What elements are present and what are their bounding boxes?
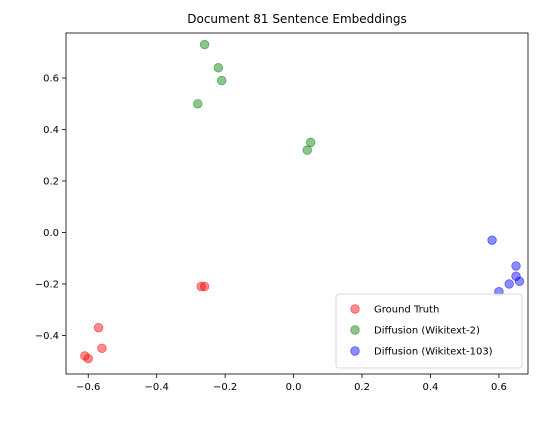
point-series-0-2 <box>93 322 104 333</box>
point-series-0-4 <box>196 281 206 292</box>
x-tick-label: −0.2 <box>213 382 237 393</box>
y-tick-label: −0.4 <box>35 331 59 342</box>
chart-title: Document 81 Sentence Embeddings <box>187 12 406 26</box>
legend-label-0: Ground Truth <box>374 305 439 316</box>
x-tick-label: 0.0 <box>286 382 302 393</box>
point-series-1-3 <box>193 99 203 109</box>
legend-marker-1 <box>350 325 360 335</box>
x-tick-label: 0.2 <box>354 382 370 393</box>
y-tick-label: 0.4 <box>43 125 59 136</box>
legend-label-1: Diffusion (Wikitext-2) <box>374 326 480 337</box>
plot-area-frame <box>65 32 529 375</box>
point-series-0-1 <box>83 353 93 364</box>
point-series-2-4 <box>504 279 514 289</box>
point-series-2-2 <box>511 271 521 281</box>
y-tick-label: −0.2 <box>35 279 59 290</box>
x-tick-label: 0.6 <box>491 382 507 393</box>
x-tick-label: −0.4 <box>145 382 169 393</box>
point-series-1-0 <box>199 39 210 50</box>
point-series-0-5 <box>199 281 210 292</box>
x-tick-label: −0.6 <box>76 382 100 393</box>
point-series-1-4 <box>305 137 316 148</box>
point-series-1-5 <box>302 145 312 155</box>
point-series-1-1 <box>213 63 223 73</box>
legend-label-2: Diffusion (Wikitext-103) <box>374 347 493 358</box>
legend-box <box>335 293 523 369</box>
point-series-2-3 <box>514 276 525 287</box>
y-tick-label: 0.6 <box>43 74 59 85</box>
point-series-0-3 <box>97 343 107 353</box>
y-tick-label: 0.0 <box>43 228 59 239</box>
point-series-2-0 <box>487 235 497 245</box>
y-tick-label: 0.2 <box>43 176 59 187</box>
legend-marker-2 <box>350 346 360 356</box>
point-series-1-2 <box>217 75 227 86</box>
x-tick-label: 0.4 <box>423 382 439 393</box>
legend-marker-0 <box>350 304 360 314</box>
point-series-2-1 <box>511 261 521 271</box>
